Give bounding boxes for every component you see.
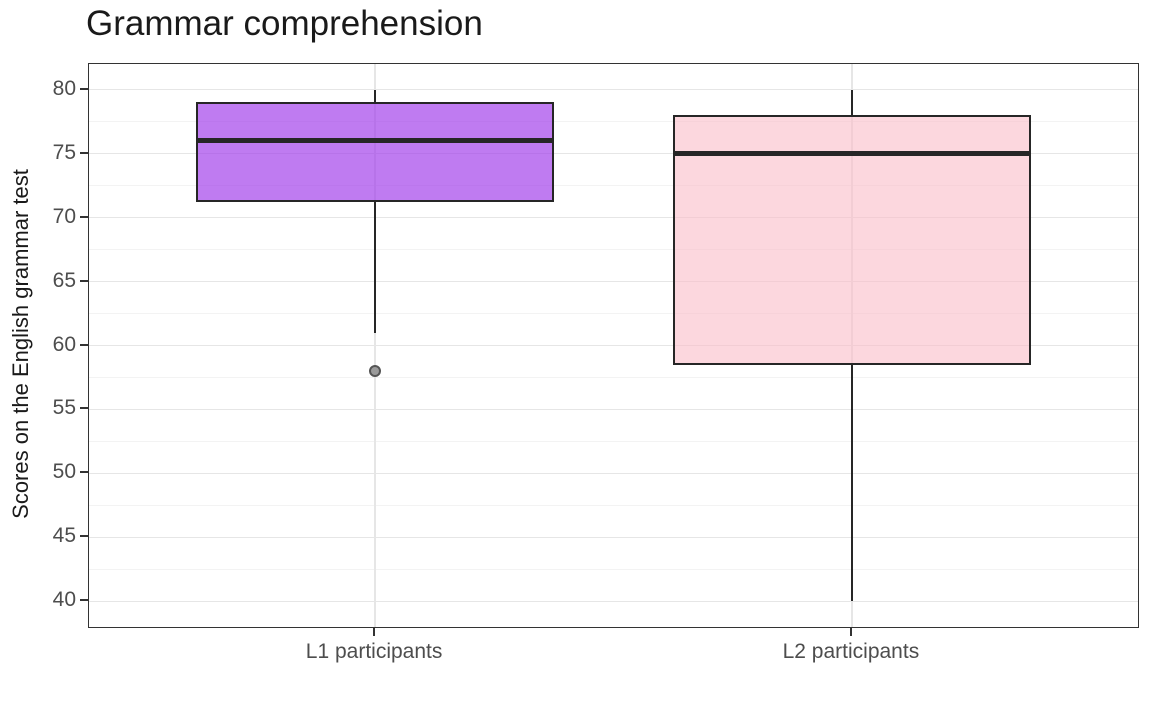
gridline-minor xyxy=(89,440,1138,442)
y-tick-label: 60 xyxy=(52,332,76,356)
boxplot-box xyxy=(673,115,1031,365)
boxplot-box xyxy=(196,102,554,202)
gridline-minor xyxy=(89,185,1138,187)
gridline-minor xyxy=(89,568,1138,570)
gridline-major xyxy=(89,216,1138,219)
gridline-minor xyxy=(89,313,1138,314)
y-tick-mark xyxy=(80,215,88,218)
y-tick-mark xyxy=(80,343,88,346)
gridline-major xyxy=(89,600,1138,603)
outlier-point xyxy=(369,365,382,378)
y-tick-label: 45 xyxy=(52,524,76,548)
gridline-major xyxy=(89,344,1138,347)
chart-title: Grammar comprehension xyxy=(86,4,483,43)
gridline-minor xyxy=(89,376,1138,378)
median-line xyxy=(196,138,554,144)
y-tick-label: 65 xyxy=(52,268,76,292)
whisker-upper xyxy=(373,89,377,103)
gridline-major xyxy=(89,472,1138,475)
plot-panel xyxy=(88,63,1139,628)
y-tick-mark xyxy=(80,87,88,90)
median-line xyxy=(673,151,1031,157)
gridline-major xyxy=(89,536,1138,539)
y-tick-label: 80 xyxy=(52,76,76,100)
x-tick-mark xyxy=(373,627,376,636)
y-tick-mark xyxy=(80,471,88,474)
x-tick-mark xyxy=(849,627,852,636)
whisker-upper xyxy=(850,89,854,116)
gridline-minor xyxy=(89,121,1138,123)
x-tick-label: L1 participants xyxy=(305,640,443,663)
gridline-major xyxy=(89,408,1138,411)
y-tick-mark xyxy=(80,599,88,602)
y-tick-mark xyxy=(80,279,88,282)
gridline-minor xyxy=(89,504,1138,506)
gridline-vertical xyxy=(374,64,376,627)
gridline-major xyxy=(89,152,1138,155)
y-tick-mark xyxy=(80,535,88,538)
y-tick-label: 70 xyxy=(52,204,76,228)
whisker-lower xyxy=(373,201,377,333)
gridline-minor xyxy=(89,249,1138,251)
gridline-major xyxy=(89,280,1138,283)
y-tick-label: 40 xyxy=(52,588,76,612)
y-tick-label: 55 xyxy=(52,396,76,420)
y-tick-label: 50 xyxy=(52,460,76,484)
gridline-major xyxy=(89,88,1138,91)
x-tick-label: L2 participants xyxy=(782,640,920,663)
whisker-lower xyxy=(850,364,854,602)
y-tick-label: 75 xyxy=(52,140,76,164)
y-tick-mark xyxy=(80,407,88,410)
y-tick-mark xyxy=(80,151,88,154)
